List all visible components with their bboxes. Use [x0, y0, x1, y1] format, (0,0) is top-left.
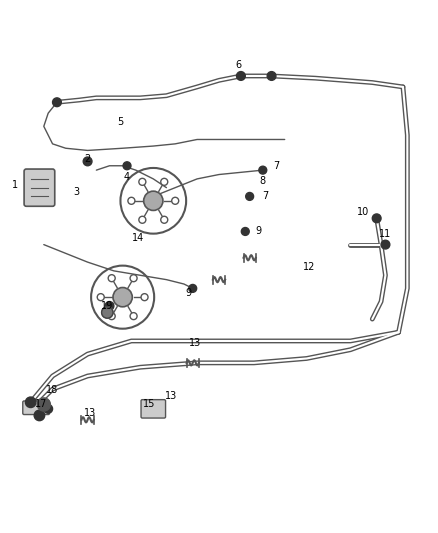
Circle shape [372, 214, 381, 223]
Text: 3: 3 [74, 187, 80, 197]
Circle shape [44, 405, 53, 413]
Circle shape [246, 192, 254, 200]
Text: 8: 8 [260, 176, 266, 186]
Text: 13: 13 [84, 408, 96, 418]
Circle shape [34, 410, 45, 421]
FancyBboxPatch shape [141, 400, 166, 418]
Circle shape [108, 274, 115, 282]
Text: 13: 13 [165, 391, 177, 401]
Circle shape [237, 71, 245, 80]
Circle shape [53, 98, 61, 107]
Circle shape [139, 179, 146, 185]
Text: 19: 19 [101, 301, 113, 311]
Text: 1: 1 [12, 181, 18, 190]
Circle shape [267, 71, 276, 80]
Text: 6: 6 [236, 60, 242, 70]
Circle shape [130, 274, 137, 282]
Circle shape [189, 285, 197, 292]
Circle shape [241, 228, 249, 236]
Circle shape [108, 313, 115, 320]
Circle shape [161, 179, 168, 185]
Text: 9: 9 [185, 288, 191, 298]
Text: 11: 11 [379, 229, 392, 239]
Circle shape [130, 313, 137, 320]
Circle shape [113, 287, 132, 307]
FancyBboxPatch shape [23, 401, 49, 415]
Circle shape [259, 166, 267, 174]
Text: 15: 15 [143, 399, 155, 409]
Circle shape [123, 162, 131, 169]
Circle shape [97, 294, 104, 301]
Circle shape [37, 398, 50, 411]
Text: 4: 4 [124, 172, 130, 182]
Circle shape [83, 157, 92, 166]
Circle shape [102, 307, 113, 318]
Circle shape [128, 197, 135, 204]
Text: 7: 7 [273, 161, 279, 171]
Circle shape [161, 216, 168, 223]
Circle shape [139, 216, 146, 223]
Text: 18: 18 [46, 385, 58, 395]
Circle shape [381, 240, 390, 249]
Text: 9: 9 [255, 227, 261, 237]
Circle shape [105, 302, 114, 310]
Circle shape [25, 397, 36, 408]
Circle shape [144, 191, 163, 211]
Text: 5: 5 [117, 117, 124, 127]
Text: 10: 10 [357, 207, 370, 217]
Text: 14: 14 [132, 233, 144, 243]
Circle shape [172, 197, 179, 204]
Text: 7: 7 [262, 191, 268, 201]
FancyBboxPatch shape [24, 169, 55, 206]
Text: 2: 2 [85, 154, 91, 164]
Circle shape [141, 294, 148, 301]
Text: 17: 17 [35, 399, 48, 409]
Text: 13: 13 [189, 338, 201, 348]
Text: 12: 12 [303, 262, 315, 271]
